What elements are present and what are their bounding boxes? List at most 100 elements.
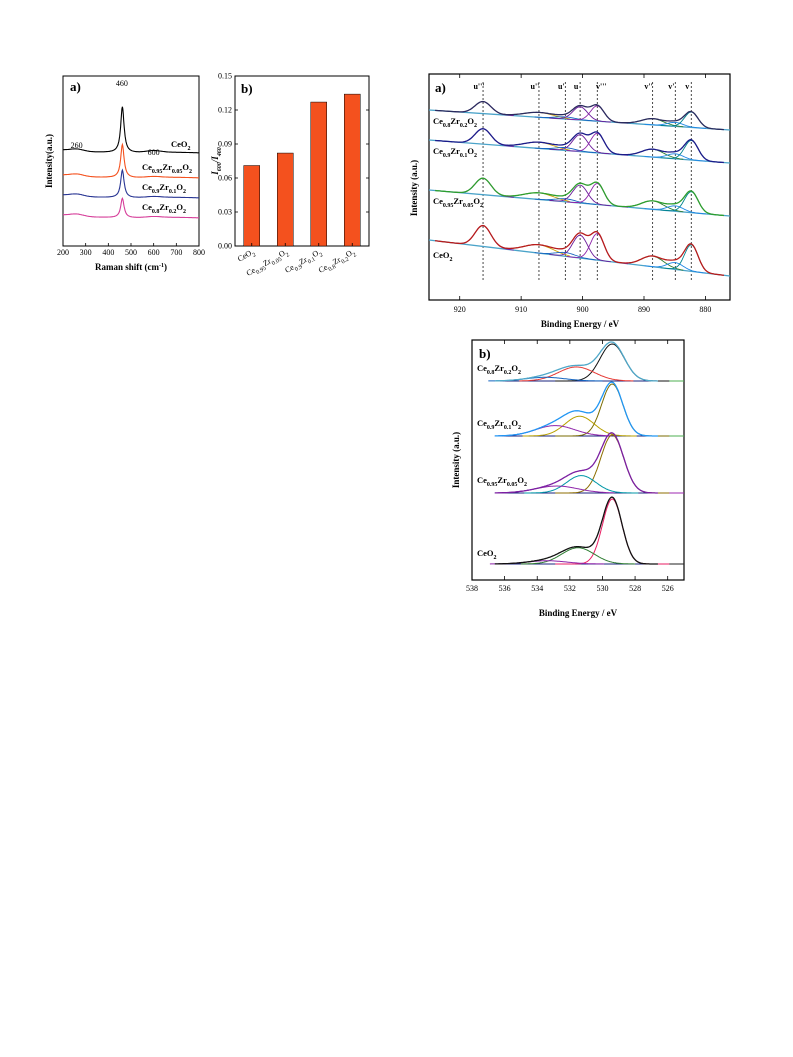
bar bbox=[243, 165, 260, 247]
sample-label: Ce0.9Zr0.1O2 bbox=[142, 182, 186, 195]
fit-component bbox=[519, 366, 634, 382]
peak-marker-label: u' bbox=[558, 82, 565, 91]
fit-component bbox=[644, 205, 707, 215]
x-tick-label: 400 bbox=[102, 248, 114, 257]
sample-label: CeO2 bbox=[236, 247, 257, 266]
spectrum-envelope bbox=[494, 341, 658, 382]
y-tick-label: 0.06 bbox=[218, 174, 232, 183]
sample-label: Ce0.95Zr0.05O2 bbox=[245, 247, 291, 281]
bar bbox=[310, 101, 327, 247]
raman-series-line bbox=[63, 168, 199, 199]
raman-ylabel: Intensity(a.u.) bbox=[44, 134, 54, 188]
fit-component bbox=[644, 262, 707, 274]
x-tick-label: 200 bbox=[57, 248, 69, 257]
sample-label: Ce0.95Zr0.05O2 bbox=[477, 475, 527, 488]
fit-component bbox=[555, 383, 670, 437]
bar bbox=[344, 93, 361, 247]
x-tick-label: 910 bbox=[515, 305, 527, 314]
peak-marker-label: u''' bbox=[473, 82, 484, 91]
ratio-panel-label: b) bbox=[241, 81, 253, 96]
fit-component bbox=[534, 251, 597, 261]
fit-component bbox=[549, 134, 611, 155]
x-tick-label: 534 bbox=[531, 584, 543, 593]
x-tick-label: 530 bbox=[596, 584, 608, 593]
x-tick-label: 880 bbox=[699, 305, 711, 314]
sample-label: CeO2 bbox=[433, 250, 453, 263]
spectrum-envelope bbox=[494, 432, 658, 494]
peak-marker-label: u'' bbox=[531, 82, 540, 91]
fit-component bbox=[555, 498, 670, 565]
y-tick-label: 0.09 bbox=[218, 140, 232, 149]
raman-series-line bbox=[62, 106, 199, 154]
spectrum-envelope bbox=[494, 381, 658, 437]
x-tick-label: 532 bbox=[564, 584, 576, 593]
raman-panel-label: a) bbox=[70, 79, 81, 94]
background-line bbox=[428, 239, 731, 277]
fit-component bbox=[534, 198, 597, 205]
peak-marker-label: v bbox=[685, 82, 689, 91]
xps-ce3d-xlabel: Binding Energy / eV bbox=[541, 319, 620, 329]
peak-label-600: 600 bbox=[148, 148, 160, 157]
background-line bbox=[428, 139, 731, 164]
sample-label: Ce0.9Zr0.1O2 bbox=[477, 418, 521, 431]
peak-label-460: 460 bbox=[116, 79, 128, 88]
peak-marker-label: u bbox=[574, 82, 579, 91]
xps-ce3d-panel-label: a) bbox=[435, 80, 446, 95]
fit-component bbox=[644, 153, 707, 162]
peak-marker-label: v'' bbox=[644, 82, 652, 91]
y-tick-label: 0.15 bbox=[218, 72, 232, 81]
xps-o1s-xlabel: Binding Energy / eV bbox=[539, 608, 618, 618]
x-tick-label: 528 bbox=[629, 584, 641, 593]
sample-label: Ce0.8Zr0.2O2 bbox=[477, 363, 521, 376]
spectrum-envelope bbox=[435, 128, 724, 164]
x-tick-label: 800 bbox=[193, 248, 205, 257]
x-tick-label: 900 bbox=[577, 305, 589, 314]
fit-component bbox=[555, 434, 670, 494]
x-tick-label: 890 bbox=[638, 305, 650, 314]
sample-label: Ce0.8Zr0.2O2 bbox=[317, 247, 358, 278]
spectrum-envelope bbox=[435, 224, 724, 276]
sample-label: Ce0.8Zr0.2O2 bbox=[142, 202, 186, 215]
raman-series-line bbox=[63, 197, 199, 219]
spectrum-envelope bbox=[435, 100, 724, 131]
fit-component bbox=[549, 106, 611, 123]
peak-label-260: 260 bbox=[71, 141, 83, 150]
x-tick-label: 536 bbox=[499, 584, 511, 593]
fit-component bbox=[522, 415, 637, 437]
fit-component bbox=[644, 121, 707, 129]
bar bbox=[277, 152, 294, 247]
fit-component bbox=[534, 147, 597, 154]
sample-label: Ce0.95Zr0.05O2 bbox=[433, 196, 483, 209]
x-tick-label: 920 bbox=[454, 305, 466, 314]
fit-component bbox=[520, 547, 636, 565]
y-tick-label: 0.00 bbox=[218, 242, 232, 251]
x-tick-label: 526 bbox=[662, 584, 674, 593]
sample-label: Ce0.9Zr0.1O2 bbox=[433, 146, 477, 159]
sample-label: Ce0.9Zr0.1O2 bbox=[283, 247, 324, 278]
peak-marker-label: v' bbox=[668, 82, 674, 91]
raman-chart: CeO2 Ce0.95Zr0.05O2 Ce0.9Zr0.1O2 Ce0.8Zr0.2… bbox=[44, 75, 205, 272]
xps-ce3d-chart: 920 910 900 890 880 u''' u'' u' u v''' v'' v' v Ce0.8… bbox=[409, 73, 731, 329]
y-tick-label: 0.12 bbox=[218, 106, 232, 115]
x-tick-label: 700 bbox=[170, 248, 182, 257]
fit-component bbox=[555, 343, 670, 382]
ratio-chart: 0.00 0.03 0.06 0.09 0.12 0.15 CeO2Ce0.95Zr0.05… bbox=[210, 72, 370, 281]
xps-o1s-panel-label: b) bbox=[479, 346, 491, 361]
xps-o1s-chart: 538 536 534 532 530 528 526 Ce0.8Zr0.2O2 Ce0.9Zr… bbox=[451, 339, 685, 618]
xps-ce3d-ylabel: Intensity (a.u.) bbox=[409, 160, 419, 216]
xps-o1s-ylabel: Intensity (a.u.) bbox=[451, 432, 461, 488]
raman-xlabel: Raman shift (cm-1) bbox=[95, 262, 167, 272]
sample-label: Ce0.95Zr0.05O2 bbox=[142, 162, 192, 175]
x-tick-label: 538 bbox=[466, 584, 478, 593]
raman-series-line bbox=[63, 142, 199, 179]
sample-label: Ce0.8Zr0.2O2 bbox=[433, 116, 477, 129]
ratio-ylabel: I600/I460 bbox=[210, 147, 223, 176]
sample-label: CeO2 bbox=[171, 139, 191, 152]
spectrum-envelope bbox=[494, 496, 658, 565]
peak-marker-label: v''' bbox=[596, 82, 607, 91]
fit-component bbox=[549, 184, 611, 207]
fit-component bbox=[549, 234, 611, 263]
spectrum-envelope bbox=[435, 177, 724, 217]
x-tick-label: 300 bbox=[80, 248, 92, 257]
x-tick-label: 500 bbox=[125, 248, 137, 257]
